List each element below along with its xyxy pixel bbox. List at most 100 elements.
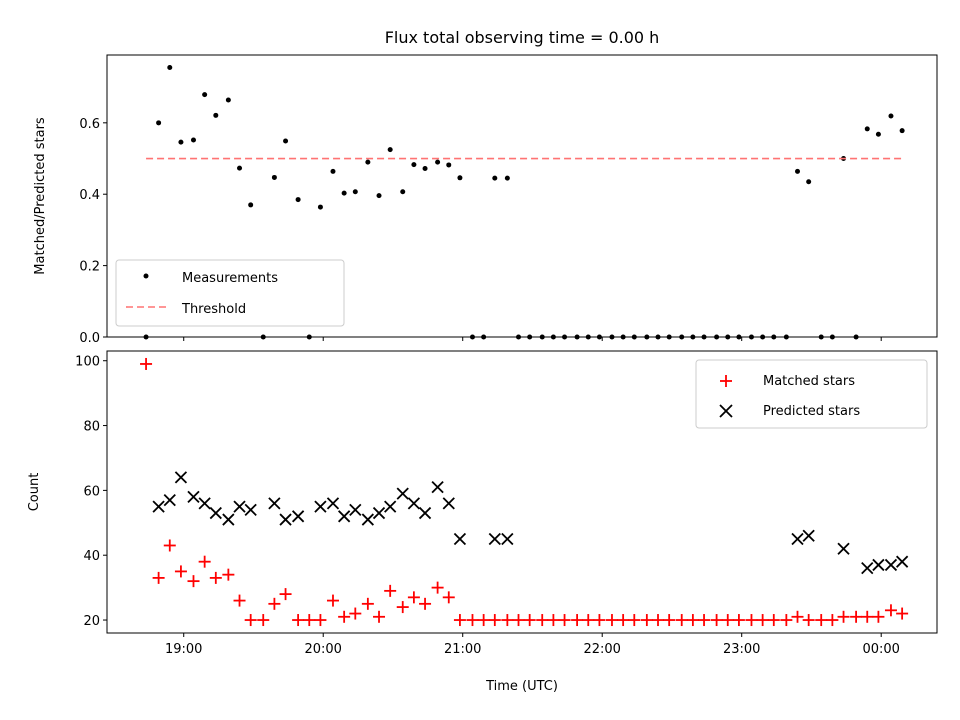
- top-axes-frame: [106, 54, 938, 338]
- measurement-point: [317, 204, 323, 210]
- predicted-stars-point: [407, 497, 421, 510]
- matched-stars-point: [209, 571, 222, 584]
- legend-predicted-label: Predicted stars: [763, 404, 860, 419]
- legend-matched-marker: [720, 375, 732, 387]
- predicted-stars-point: [396, 487, 409, 500]
- predicted-stars-point: [791, 532, 804, 546]
- predicted-stars-point: [163, 493, 176, 507]
- matched-stars-point: [338, 610, 351, 623]
- matched-stars-point: [791, 610, 804, 623]
- matched-stars-point: [558, 614, 571, 627]
- matched-stars-point: [140, 357, 153, 370]
- predicted-stars-point: [326, 497, 340, 510]
- matched-stars-point: [326, 594, 339, 607]
- predicted-stars-point: [268, 497, 281, 510]
- x-tick-label: 19:00: [165, 642, 202, 657]
- y-tick-label: 80: [83, 420, 100, 435]
- matched-stars-point: [628, 614, 641, 627]
- predicted-stars-point: [279, 513, 292, 526]
- matched-stars-point: [686, 614, 699, 627]
- matched-stars-point: [174, 565, 187, 578]
- predicted-stars-point: [174, 471, 188, 484]
- legend-matched-label: Matched stars: [763, 374, 855, 389]
- x-tick-label: 00:00: [862, 642, 899, 657]
- measurement-point: [330, 168, 336, 174]
- measurement-point: [156, 120, 162, 126]
- matched-stars-point: [488, 614, 501, 627]
- matched-stars-point: [303, 614, 316, 627]
- measurement-point: [271, 174, 277, 180]
- predicted-stars-point: [187, 490, 200, 503]
- measurement-point: [387, 147, 393, 153]
- matched-stars-point: [292, 614, 305, 627]
- bottom-legend-box: [695, 359, 928, 429]
- predicted-stars-point: [222, 513, 235, 526]
- matched-stars-point: [349, 607, 362, 620]
- measurement-point: [376, 193, 382, 199]
- top-panel: Flux total observing time = 0.00 h Match…: [33, 28, 938, 346]
- measurement-point: [178, 139, 184, 145]
- y-tick-label: 0.4: [79, 188, 100, 203]
- bottom-plot-area: [140, 357, 909, 627]
- matched-stars-point: [850, 610, 863, 623]
- predicted-stars-point: [837, 542, 850, 555]
- x-tick-label: 21:00: [444, 642, 481, 657]
- measurement-point: [365, 159, 371, 165]
- y-tick-label: 20: [83, 614, 100, 629]
- matched-stars-point: [268, 597, 281, 610]
- matched-stars-point: [466, 614, 479, 627]
- matched-stars-point: [780, 614, 793, 627]
- measurement-point: [504, 175, 510, 181]
- matched-stars-point: [652, 614, 665, 627]
- top-legend: Measurements Threshold: [115, 259, 345, 327]
- bottom-legend: Matched stars Predicted stars: [695, 359, 928, 429]
- predicted-stars-point: [198, 497, 211, 510]
- matched-stars-point: [640, 614, 653, 627]
- matched-stars-point: [257, 614, 270, 627]
- bottom-y-axis-label: Count: [27, 473, 42, 512]
- matched-stars-point: [279, 588, 292, 601]
- matched-stars-point: [152, 571, 165, 584]
- matched-stars-point: [721, 614, 734, 627]
- matched-stars-point: [523, 614, 536, 627]
- predicted-stars-point: [802, 529, 815, 542]
- predicted-stars-point: [418, 506, 432, 520]
- measurement-point: [446, 162, 452, 168]
- matched-stars-point: [187, 575, 200, 588]
- measurement-point: [435, 159, 441, 165]
- matched-stars-point: [802, 614, 815, 627]
- matched-stars-point: [512, 614, 525, 627]
- predicted-stars-point: [314, 500, 327, 513]
- measurement-point: [888, 113, 894, 119]
- y-tick-label: 40: [83, 549, 100, 564]
- predicted-stars-point: [442, 497, 455, 510]
- matched-stars-point: [453, 614, 466, 627]
- matched-stars-point: [222, 568, 235, 581]
- measurement-point: [248, 202, 254, 208]
- matched-stars-point: [675, 614, 688, 627]
- predicted-stars-point: [884, 558, 898, 572]
- measurement-point: [237, 165, 243, 171]
- matched-stars-point: [233, 594, 246, 607]
- measurement-point: [283, 138, 289, 144]
- predicted-stars-point: [872, 558, 885, 572]
- measurement-point: [457, 175, 463, 181]
- legend-predicted-marker: [719, 404, 733, 418]
- predicted-stars-point: [488, 532, 501, 546]
- matched-stars-point: [732, 614, 745, 627]
- top-y-ticks: 0.0 0.2 0.4 0.6: [79, 117, 107, 346]
- predicted-stars-point: [349, 503, 362, 516]
- matched-stars-point: [501, 614, 514, 627]
- y-tick-label: 0.6: [79, 117, 100, 132]
- measurement-point: [341, 190, 347, 196]
- matched-stars-point: [571, 614, 584, 627]
- top-y-axis-label: Matched/Predicted stars: [33, 117, 48, 275]
- matched-stars-point: [198, 555, 211, 568]
- predicted-stars-point: [244, 503, 257, 516]
- chart-title: Flux total observing time = 0.00 h: [385, 28, 660, 47]
- matched-stars-point: [826, 614, 839, 627]
- legend-measurements-label: Measurements: [182, 271, 278, 286]
- y-tick-label: 0.2: [79, 260, 100, 275]
- x-tick-label: 23:00: [723, 642, 760, 657]
- matched-stars-point: [861, 610, 874, 623]
